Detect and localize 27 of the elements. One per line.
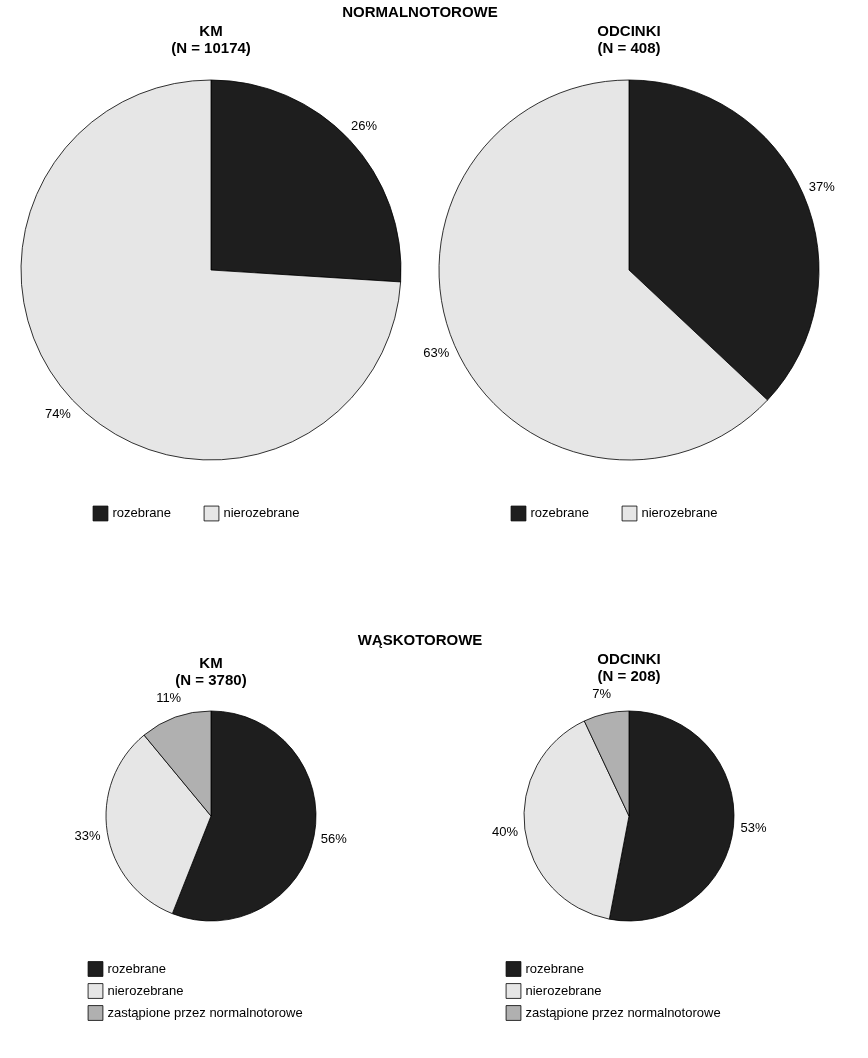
legend-label: rozebrane (530, 505, 590, 521)
text: NORMALNOTOROWE (342, 3, 498, 20)
legend-label: rozebrane (525, 961, 585, 976)
legend-label: rozebrane (112, 505, 172, 521)
data-label: 33% (74, 827, 101, 843)
chart-title: ODCINKI (N = 408) (597, 22, 661, 56)
legend-label: rozebrane (107, 961, 167, 976)
text: WĄSKOTOROWE (357, 631, 483, 649)
chart-title: KM (N = 3780) (175, 654, 247, 689)
pie-slice (20, 79, 402, 461)
legend-label: zastąpione przez normalnotorowe (107, 1005, 303, 1020)
data-label: 37% (808, 178, 836, 194)
data-label: 53% (740, 819, 767, 835)
data-label: 26% (351, 118, 378, 134)
legend-label: nierozebrane (525, 983, 602, 998)
legend-label: nierozebrane (223, 505, 300, 521)
legend-label: nierozebrane (641, 505, 718, 521)
legend-label: nierozebrane (107, 983, 184, 998)
data-label: 56% (320, 831, 348, 847)
data-label: 63% (423, 345, 450, 361)
chart-title: KM (N = 10174) (171, 22, 251, 56)
data-label: 74% (44, 405, 72, 421)
data-label: 11% (156, 690, 182, 706)
legend-label: zastąpione przez normalnotorowe (525, 1005, 721, 1020)
data-label: 7% (592, 686, 612, 702)
data-label: 40% (491, 823, 519, 839)
chart-title: ODCINKI (N = 208) (597, 650, 661, 685)
